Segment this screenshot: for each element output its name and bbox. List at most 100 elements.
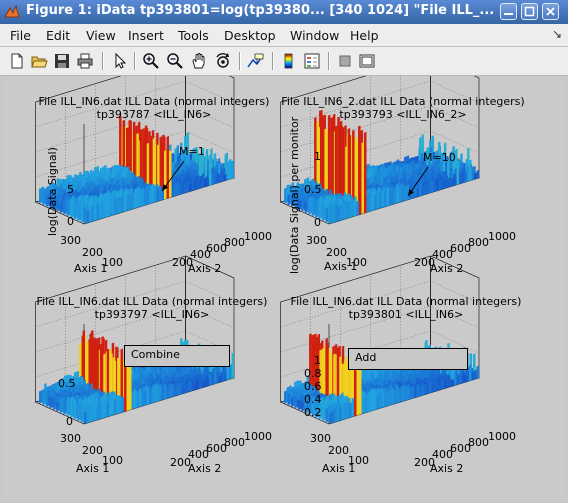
plot1-surface-strip [184,182,187,194]
plot2-grid-line [280,80,480,128]
plot2-surface-strip [336,207,339,222]
plot3-surface-strip [106,402,109,418]
plot3-grid-line [35,305,235,353]
plot3-surface-strip [151,385,154,404]
title-bar[interactable]: Figure 1: iData tp393801=log(tp39380... … [0,0,568,25]
plot2-xlabel-axis1: Axis 1 [324,260,358,273]
new-figure-icon[interactable] [8,52,26,70]
plot4-surface-strip [404,386,407,401]
plot4-surface-strip [349,402,352,418]
plot3-legend[interactable]: Combine [124,345,230,367]
plot4-legend[interactable]: Add [348,348,468,370]
menu-view[interactable]: View [86,28,116,43]
hide-plot-tools-icon[interactable] [336,52,354,70]
plot2-a2tick: 200 [414,256,435,269]
plot3-surface-strip [116,395,119,415]
plot4-surface-strip [301,402,304,412]
maximize-button[interactable] [521,3,538,20]
plot1-surface-strip [136,133,139,187]
plot4-surface-strip [416,384,419,398]
plot1-surface-strip [176,182,179,196]
plot4-surface-strip [334,407,337,423]
plot3-surface-strip [121,396,124,413]
rotate-3d-icon[interactable] [214,52,232,70]
plot4-surface-strip [414,388,417,398]
surface-plots-canvas[interactable] [4,76,564,499]
plot1-surface-strip [49,200,52,209]
plot1-surface-strip [56,199,59,212]
plot1-title-line1: File ILL_IN6.dat ILL Data (normal intege… [38,95,270,108]
minimize-button[interactable] [500,3,517,20]
close-button[interactable] [542,3,559,20]
plot2-surface-strip [406,184,409,201]
plot3-surface-strip [89,404,92,423]
dock-arrow-icon[interactable]: ↘ [551,27,562,41]
save-icon[interactable] [53,52,71,70]
toolbar-separator [134,52,136,70]
plot1-surface-strip [196,179,199,190]
plot1-surface-strip [150,136,153,194]
pan-hand-icon[interactable] [190,52,208,70]
menu-file[interactable]: File [10,28,31,43]
plot3-title-line2: tp393797 <ILL_IN6> [94,308,210,321]
plot1-surface-strip [149,185,152,205]
plot3-a2tick: 200 [170,456,191,469]
plot1-surface-strip [157,144,160,197]
plot4-ztick: 0.4 [304,393,322,406]
plot1-surface-strip [101,200,104,219]
plot2-ztick: 0 [314,216,321,229]
plot3-surface-strip [85,342,89,395]
show-plot-tools-icon[interactable] [358,52,376,70]
menu-edit[interactable]: Edit [46,28,71,43]
edit-plot-arrow-icon[interactable] [111,52,129,70]
plot4-surface-strip [429,381,432,394]
plot3-surface-strip [104,399,107,418]
plot2-surface-strip [366,196,369,213]
plot1-title-line2: tp393787 <ILL_IN6> [96,108,212,121]
plot3-surface-strip [149,390,152,405]
colorbar-icon[interactable] [280,52,298,70]
plot3-surface-strip [159,384,162,401]
zoom-in-icon[interactable] [142,52,160,70]
open-file-icon[interactable] [30,52,48,70]
plot1-surface-strip [154,185,157,203]
plot2-surface-strip [441,180,444,190]
plot1-surface-strip [104,198,107,218]
plot1-a1tick: 100 [102,256,123,269]
matlab-app-icon [4,4,20,18]
plot1-surface-strip [229,159,232,180]
plot4-surface-strip [304,396,308,413]
plot1-surface-strip [206,178,209,187]
menu-window[interactable]: Window [290,28,340,43]
menu-help[interactable]: Help [350,28,379,43]
plot1-surface-strip [144,190,147,206]
print-icon[interactable] [76,52,94,70]
plot1-surface-strip [164,150,167,200]
plot3-surface-strip [164,383,167,400]
data-cursor-icon[interactable] [247,52,265,70]
menu-desktop[interactable]: Desktop [224,28,276,43]
zoom-out-icon[interactable] [166,52,184,70]
plot4-surface-strip [449,379,452,388]
plot4-surface-strip [341,401,344,421]
plot4-surface-strip [401,385,404,402]
plot4-surface-strip [319,349,322,401]
menu-tools[interactable]: Tools [178,28,209,43]
plot1-ylabel: log(Data Signal) [46,147,59,236]
plot3-title: File ILL_IN6.dat ILL Data (normal intege… [34,295,270,321]
plot4-surface-strip [318,398,322,420]
menu-insert[interactable]: Insert [128,28,164,43]
plot1-a2tick: 1000 [244,230,272,243]
plot2-surface-strip [351,199,354,218]
plot2-surface-strip [331,117,334,203]
plot1-surface-strip [109,198,112,217]
plot1-surface-strip [204,155,208,182]
plot4-surface-strip [359,364,362,415]
legend-icon[interactable] [303,52,321,70]
plot4-surface-strip [391,387,394,405]
plot3-surface-strip [111,395,114,416]
plot1-surface-strip [179,184,182,195]
plot1-surface-strip [189,185,192,192]
plot3-a2tick: 800 [224,436,245,449]
